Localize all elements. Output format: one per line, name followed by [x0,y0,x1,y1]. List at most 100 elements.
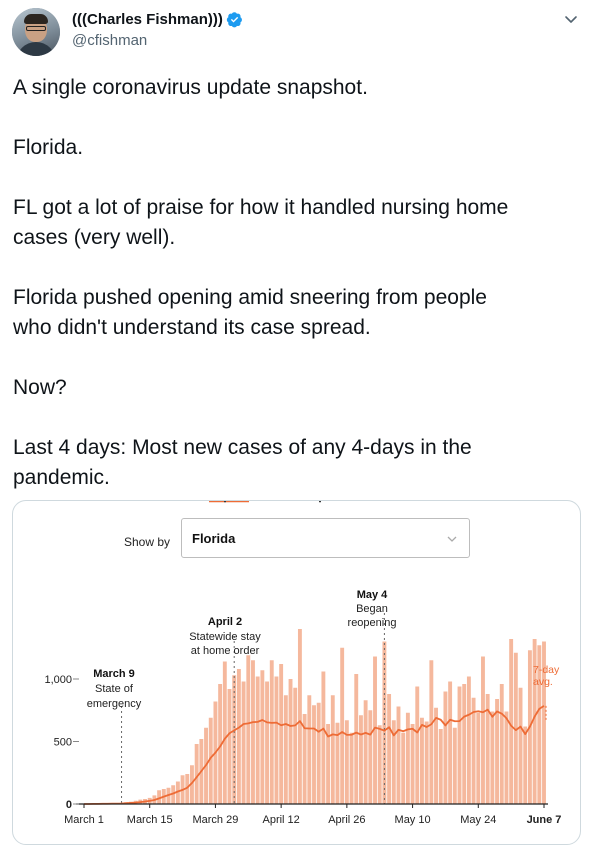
x-tick-label: June 7 [527,814,562,826]
x-tick-label: April 26 [328,814,365,826]
chart-bar [302,714,307,804]
region-select-value: Florida [192,531,236,546]
paragraph-gap [13,253,578,283]
chart-bar [382,641,387,804]
annotation-text: reopening [348,617,397,629]
annotation-labels: March 9 State of emergency April 2 Statewide… [87,589,397,710]
annotation-text: emergency [87,698,142,710]
chart-bar [537,645,542,804]
tweet-text-line: who didn't understand its case spread. [13,316,371,339]
chart-bar [326,724,331,804]
chart-bar [405,712,410,804]
tweet-text-line: Florida. [13,136,84,159]
chart-bar [466,676,471,804]
annotation-text: Began [356,603,388,615]
avg-line-label: 7-day [533,664,560,676]
chart-bar [330,695,335,804]
chart-bar [509,639,514,804]
avatar-hair [24,14,48,24]
chart-bar [340,647,345,804]
chevron-down-icon [447,536,457,542]
tweet-text-line: cases (very well). [13,226,176,249]
chart-bar [495,699,499,804]
chart-bar [236,669,241,804]
x-tick-label: April 12 [262,814,299,826]
chart-bar [307,695,312,804]
chart-bar [523,726,528,804]
chart-bar [490,711,495,804]
chart-bar [349,732,354,804]
chart-bar [443,691,448,804]
seven-day-avg-line [84,705,545,805]
annotation-title: March 9 [93,668,135,680]
x-tick-label: May 24 [460,814,496,826]
chart-bar [373,656,377,804]
region-select[interactable]: Florida [181,518,470,558]
tweet-text-line: FL got a lot of praise for how it handle… [13,196,509,219]
avg-line-label: avg. [533,676,553,688]
chart-bar [288,679,293,804]
chart-bar [260,670,265,804]
chart-bar [335,722,340,804]
x-tick-label: March 1 [64,814,104,826]
chart-bar [222,661,227,804]
chart-bar [542,641,546,804]
axes-group: 0 500 1,000 March 1 March 15 March 29 April 12… [44,674,561,826]
y-tick-label: 0 [66,799,72,811]
chart-bar [265,681,269,804]
chart-bar [448,681,453,804]
chart-bar [387,694,392,804]
chevron-down-icon[interactable] [562,10,580,28]
chart-bar [269,660,274,804]
x-tick-label: March 29 [192,814,238,826]
chart-bar [246,655,251,804]
x-tick-label: March 15 [127,814,173,826]
avatar-glasses [26,26,46,31]
chart-bar [457,686,462,804]
paragraph-gap [13,163,578,193]
avatar[interactable] [12,8,60,56]
chart-bar [368,710,373,804]
display-name[interactable]: (((Charles Fishman))) [72,11,223,28]
handle[interactable]: @cfishman [72,32,148,49]
show-by-label: Show by [124,535,171,549]
chart-bar [401,732,406,804]
author-name-row[interactable]: (((Charles Fishman))) [72,11,243,28]
bars-group [91,629,546,805]
chart-bar [194,744,199,804]
chart-bar [185,774,190,804]
tweet-text-line: Now? [13,376,67,399]
annotation-title: April 2 [208,616,242,628]
chart-bar [171,785,176,804]
chart-bar [471,697,476,804]
paragraph-gap [13,343,578,373]
chart-bar [485,694,490,804]
avatar-shoulders [16,42,56,56]
chart-bar [274,676,279,804]
chart-bar [321,671,326,804]
x-tick-label: May 10 [395,814,431,826]
chart-bar [208,717,213,804]
chart-bar [279,664,284,804]
chart-bar [504,711,509,804]
chart-bar [415,686,420,804]
verified-badge-icon [226,12,242,28]
chart-bar [377,725,382,804]
chart-bar [232,675,237,804]
tweet-text-line: pandemic. [13,466,110,489]
chart-bar [344,720,349,804]
chart-bar [227,689,232,804]
chart-bar [283,695,288,804]
annotation-text: State of [95,683,134,695]
tweet-text-line: Florida pushed opening amid sneering fro… [13,286,487,309]
chart-bar [218,684,223,804]
chart-bar [293,687,298,804]
tweet-media-card[interactable]: 7-day avg. 0 500 1,000 March 1 March 15 March … [12,500,581,845]
y-tick-label: 500 [54,737,72,749]
chart-bar [363,700,368,804]
chart-bar [513,652,518,804]
chart-bar [499,684,504,804]
chart-bar [438,729,443,804]
